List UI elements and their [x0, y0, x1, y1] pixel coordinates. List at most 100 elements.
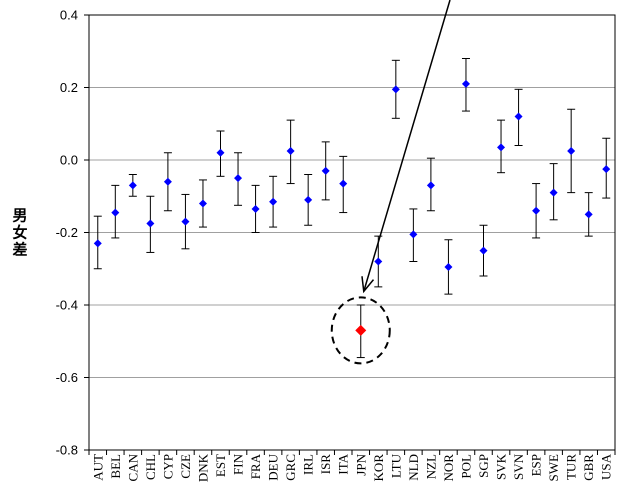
x-tick-label: CHL [143, 454, 158, 480]
data-point-kor [374, 235, 383, 288]
y-axis-label: 男女差 [12, 207, 27, 259]
arrow-head [361, 276, 375, 294]
data-marker [111, 208, 120, 217]
data-marker [146, 219, 155, 228]
data-point-fin [234, 152, 243, 206]
data-point-gbr [584, 192, 593, 237]
x-tick-label: SGP [476, 454, 491, 478]
data-point-deu [269, 175, 278, 228]
data-marker [216, 148, 225, 157]
data-marker [234, 174, 243, 183]
x-tick-label: ITA [336, 453, 351, 474]
data-marker [391, 85, 400, 94]
y-tick-label: -0.6 [56, 370, 78, 385]
x-tick-label: DEU [266, 453, 281, 480]
x-tick-label: DNK [195, 453, 210, 482]
data-marker [532, 206, 541, 215]
x-tick-label: NOR [441, 454, 456, 482]
x-tick-label: LTU [388, 453, 403, 478]
y-tick-label: -0.2 [56, 225, 78, 240]
data-point-sgp [479, 224, 488, 277]
data-marker [567, 146, 576, 155]
data-point-est [216, 130, 225, 177]
axes [84, 14, 616, 455]
data-point-pol [461, 58, 470, 112]
data-point-ita [339, 155, 348, 214]
data-marker [584, 210, 593, 219]
data-marker [269, 197, 278, 206]
data-marker [549, 188, 558, 197]
x-tick-label: CZE [178, 454, 193, 479]
annotation [330, 0, 451, 365]
data-marker [374, 257, 383, 266]
data-point-aut [93, 215, 102, 270]
data-point-tur [567, 108, 576, 194]
x-tick-label: GRC [283, 454, 298, 481]
x-tick-label: NZL [423, 454, 438, 479]
data-point-svn [514, 88, 523, 146]
data-marker [409, 230, 418, 239]
data-point-cze [181, 193, 190, 250]
y-tick-label: 0.0 [60, 153, 78, 168]
data-point-jpn [355, 304, 367, 359]
data-point-can [128, 174, 137, 197]
x-tick-label: USA [599, 453, 614, 480]
data-marker [251, 204, 260, 213]
x-tick-label: KOR [371, 454, 386, 482]
data-marker [304, 195, 313, 204]
data-marker [514, 112, 523, 121]
x-tick-label: TUR [564, 454, 579, 480]
x-tick-label: ESP [529, 454, 544, 476]
data-marker [198, 199, 207, 208]
data-marker [602, 165, 611, 174]
x-tick-label: CYP [160, 454, 175, 479]
arrow-line [363, 0, 451, 292]
highlight-circle [330, 296, 391, 365]
data-marker [461, 79, 470, 88]
data-marker [497, 143, 506, 152]
data-marker [93, 239, 102, 248]
data-point-esp [532, 183, 541, 239]
data-marker [286, 146, 295, 155]
x-tick-label: ISR [318, 454, 333, 475]
y-tick-label: -0.4 [56, 298, 78, 313]
data-marker [163, 177, 172, 186]
x-tick-label: EST [213, 454, 228, 477]
data-point-isr [321, 141, 330, 201]
x-tick-label: POL [458, 454, 473, 479]
x-tick-label: AUT [90, 454, 105, 481]
y-tick-label: -0.8 [56, 443, 78, 458]
y-tick-label: 0.4 [60, 8, 78, 23]
data-point-nzl [426, 157, 435, 212]
x-tick-label: SWE [546, 454, 561, 482]
data-marker [355, 324, 367, 336]
data-point-ltu [391, 59, 400, 119]
x-tick-label: GBR [581, 454, 596, 481]
x-tick-label: FIN [231, 453, 246, 475]
x-tick-label: NLD [406, 454, 421, 481]
data-point-cyp [163, 152, 172, 212]
x-tick-label: BEL [108, 454, 123, 479]
y-tick-label: 0.2 [60, 80, 78, 95]
x-tick-label: CAN [125, 453, 140, 481]
data-point-irl [304, 174, 313, 226]
x-tick-label: JPN [353, 453, 368, 475]
data-marker [339, 179, 348, 188]
data-point-grc [286, 119, 295, 185]
x-tick-label: SVK [494, 453, 509, 480]
data-marker [426, 181, 435, 190]
data-marker [321, 166, 330, 175]
y-tick-labels: 0.4 0.2 0.0 -0.2 -0.4 -0.6 -0.8 [56, 8, 78, 458]
data-marker [444, 262, 453, 271]
data-point-dnk [198, 179, 207, 228]
data-point-chl [146, 195, 155, 253]
data-marker [181, 217, 190, 226]
data-point-swe [549, 163, 558, 221]
x-tick-label: SVN [511, 453, 526, 480]
grid-lines [89, 87, 615, 378]
x-tick-labels: AUT BEL CAN CHL CYP CZE DNK EST FIN FRA DEU GRC IRL I… [90, 453, 613, 482]
data-marker [128, 181, 137, 190]
data-point-nor [444, 239, 453, 295]
data-point-bel [111, 184, 120, 239]
